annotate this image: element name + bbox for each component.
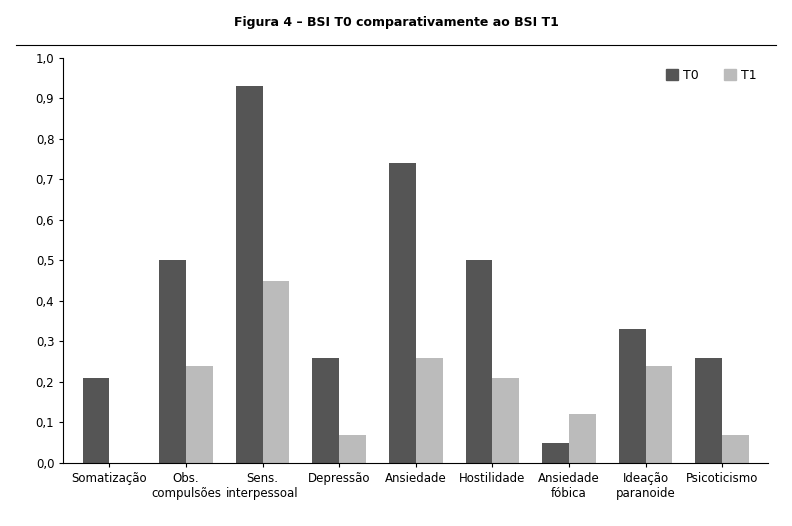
Bar bbox=[619, 329, 645, 463]
Bar bbox=[82, 378, 109, 463]
Bar bbox=[543, 443, 569, 463]
Bar bbox=[159, 260, 186, 463]
Legend: T0, T1: T0, T1 bbox=[661, 64, 762, 87]
Text: Figura 4 – BSI T0 comparativamente ao BSI T1: Figura 4 – BSI T0 comparativamente ao BS… bbox=[234, 16, 558, 29]
Bar bbox=[339, 434, 366, 463]
Bar bbox=[645, 366, 672, 463]
Bar bbox=[312, 358, 339, 463]
Bar bbox=[236, 86, 263, 463]
Bar bbox=[569, 414, 596, 463]
Bar bbox=[416, 358, 443, 463]
Bar bbox=[722, 434, 749, 463]
Bar bbox=[493, 378, 520, 463]
Bar bbox=[263, 281, 289, 463]
Bar bbox=[466, 260, 493, 463]
Bar bbox=[186, 366, 213, 463]
Bar bbox=[389, 163, 416, 463]
Bar bbox=[695, 358, 722, 463]
